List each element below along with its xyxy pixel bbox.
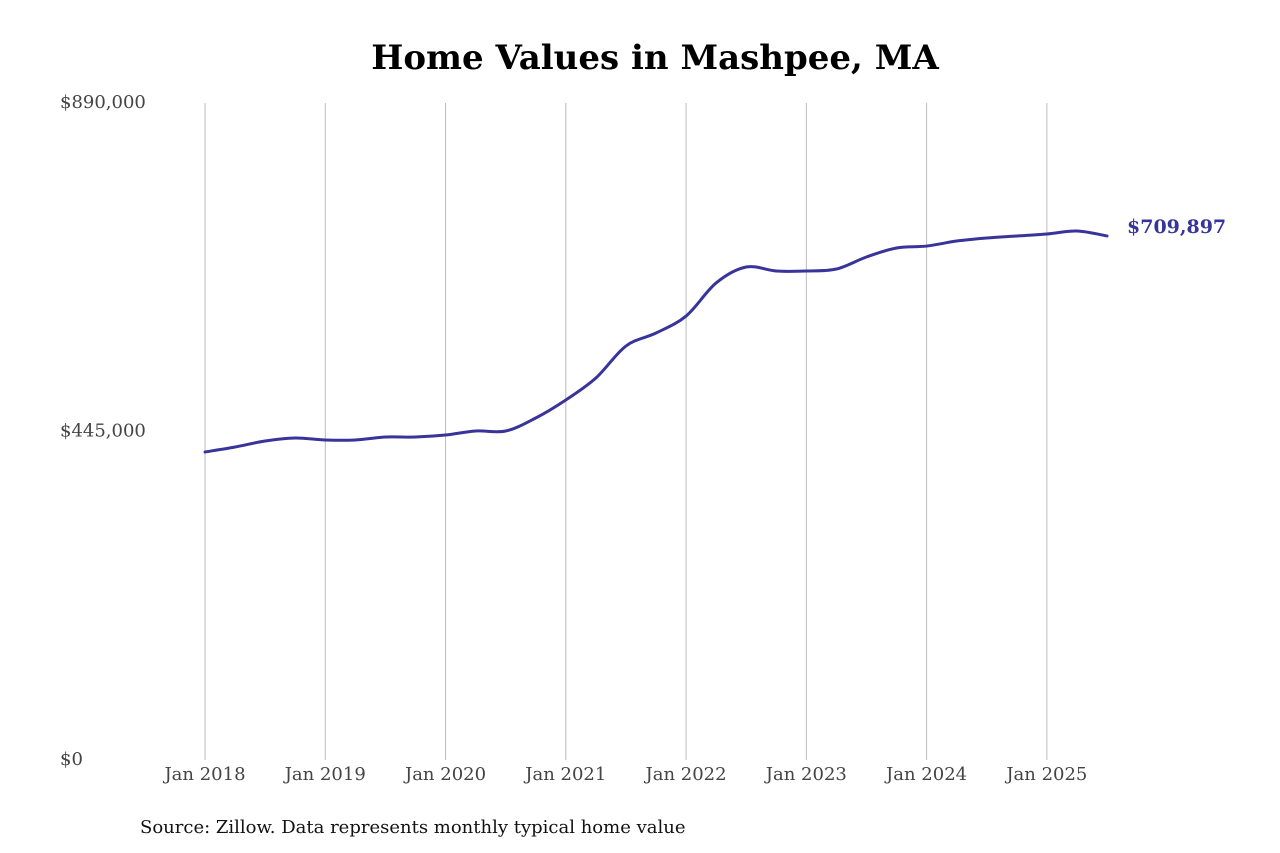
y-tick-label: $445,000 bbox=[60, 421, 146, 442]
data-line bbox=[203, 229, 1109, 454]
x-tick-label: Jan 2022 bbox=[644, 764, 727, 785]
y-tick-label: $0 bbox=[60, 749, 83, 770]
value-label: $709,897 bbox=[1127, 216, 1226, 238]
chart-title: Home Values in Mashpee, MA bbox=[371, 38, 939, 78]
source-note: Source: Zillow. Data represents monthly … bbox=[140, 817, 686, 838]
x-tick-label: Jan 2020 bbox=[403, 764, 486, 785]
x-tick-label: Jan 2021 bbox=[523, 764, 606, 785]
y-tick-label: $890,000 bbox=[60, 92, 146, 113]
x-tick-label: Jan 2024 bbox=[884, 764, 967, 785]
x-tick-label: Jan 2018 bbox=[162, 764, 245, 785]
x-tick-label: Jan 2025 bbox=[1004, 764, 1087, 785]
x-tick-label: Jan 2019 bbox=[283, 764, 366, 785]
x-tick-label: Jan 2023 bbox=[764, 764, 847, 785]
